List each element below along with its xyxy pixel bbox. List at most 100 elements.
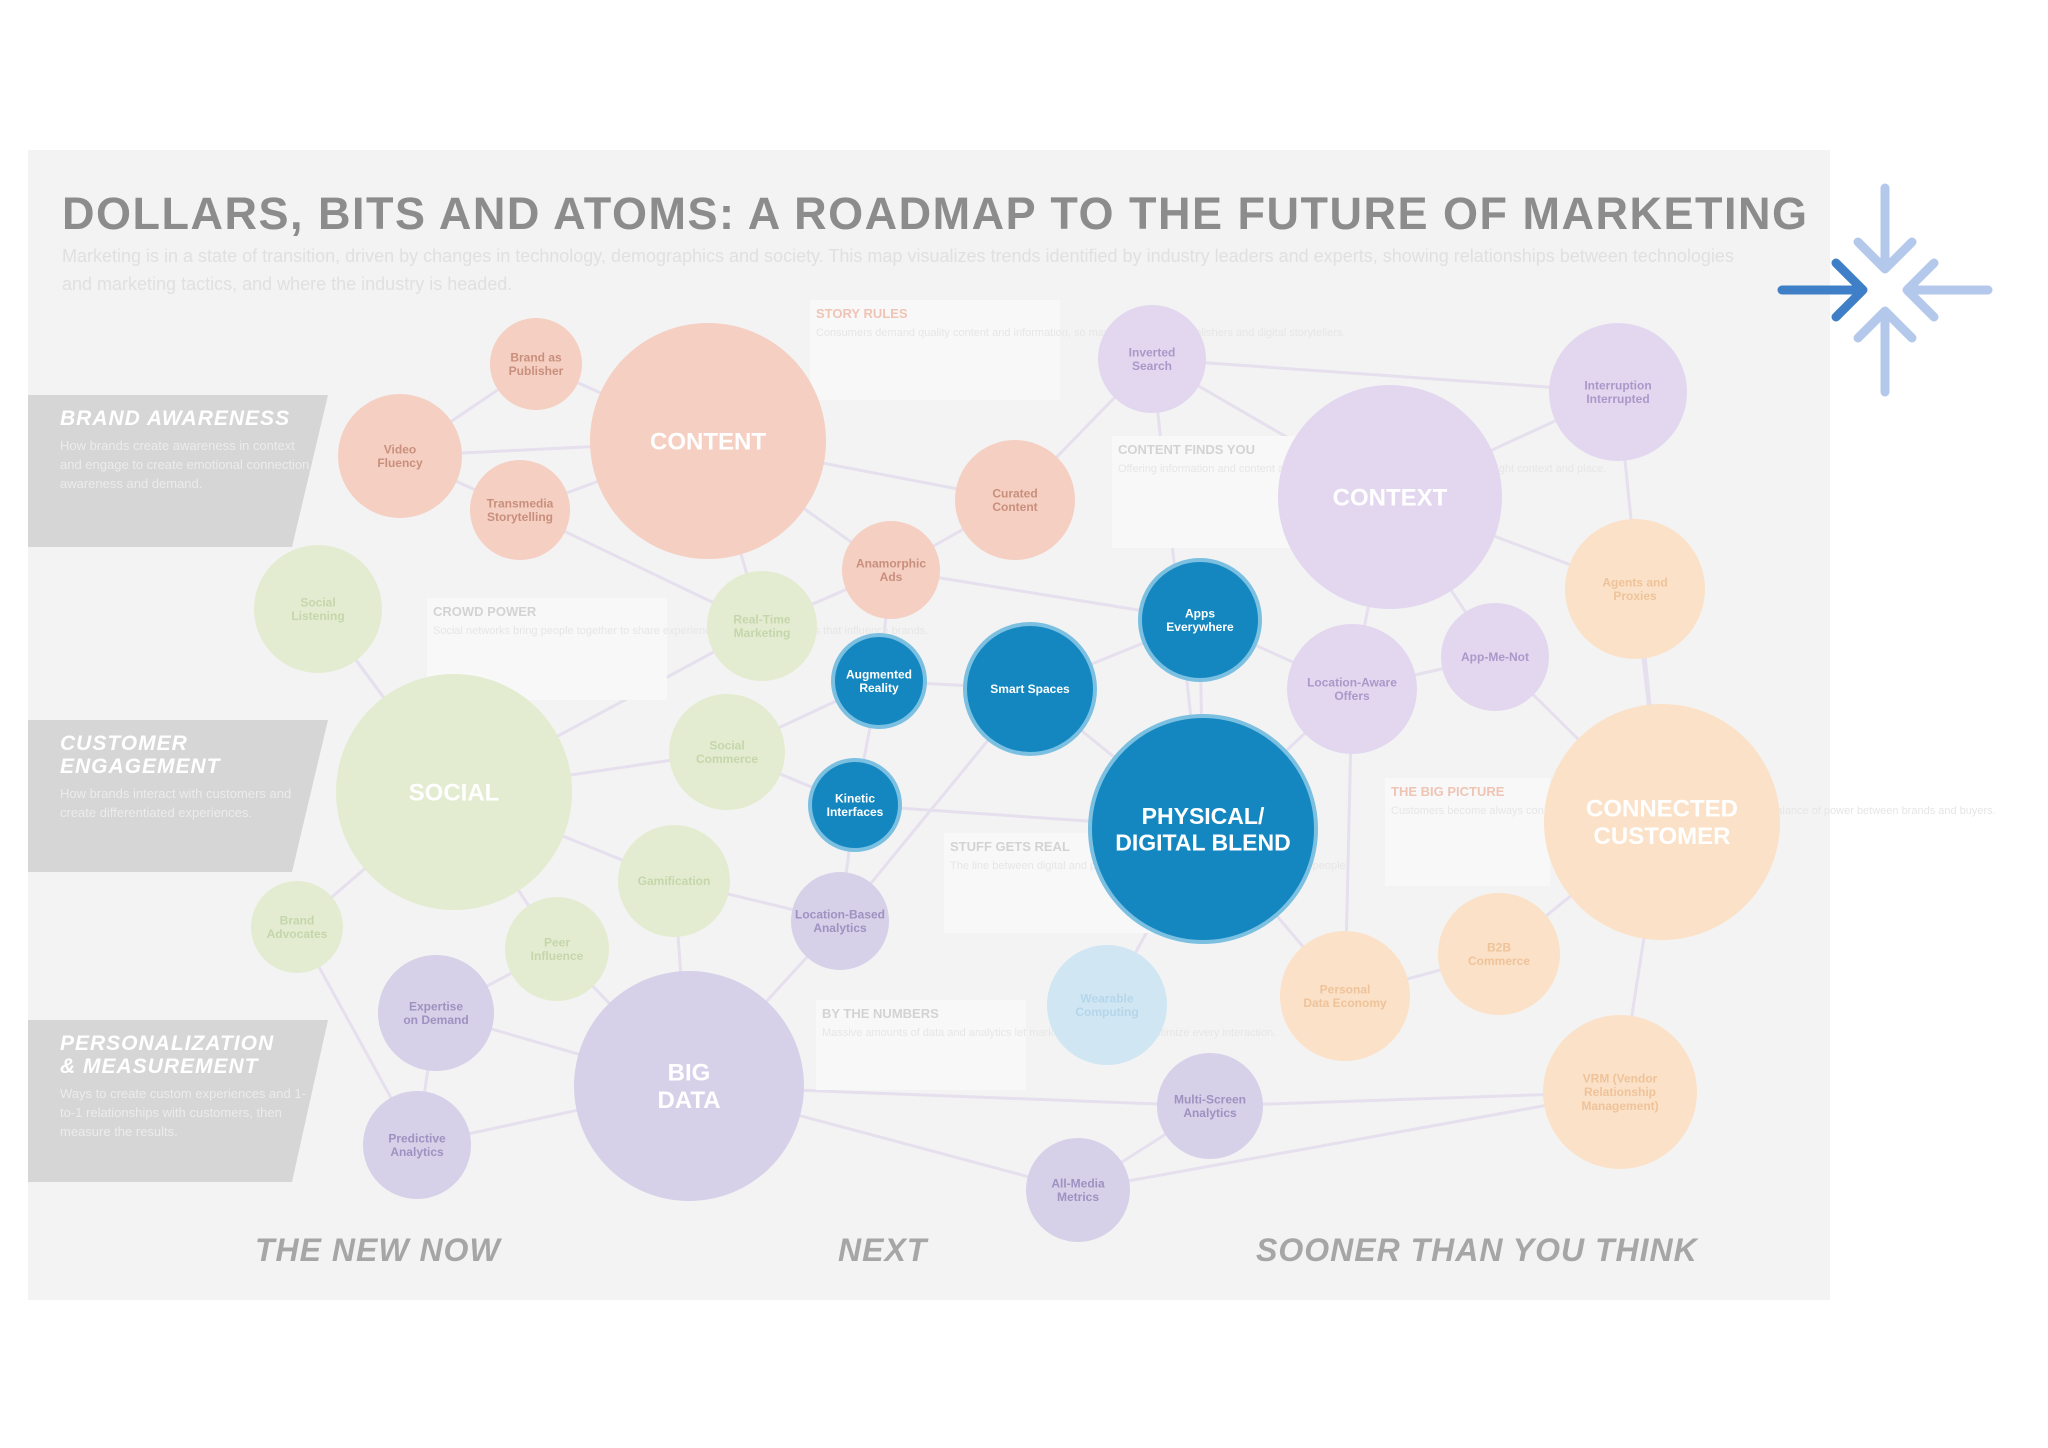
bubble-label: All-Media Metrics [1051, 1176, 1105, 1204]
band-description: How brands create awareness in context a… [60, 438, 313, 491]
callout: BY THE NUMBERS Massive amounts of data an… [816, 1000, 1276, 1090]
callout-title: STUFF GETS REAL [950, 839, 1070, 854]
bubble-circle [1280, 931, 1410, 1061]
bubble-physical: PHYSICAL/DIGITAL BLEND [1088, 714, 1318, 944]
bubble-circle [963, 622, 1097, 756]
callout-title: STORY RULES [816, 306, 908, 321]
bubble-context: CONTEXT [1278, 385, 1502, 609]
bubble-s6: Brand Advocates [251, 881, 343, 973]
bubble-c2: Personal Data Economy [1280, 931, 1410, 1061]
bubble-label: Curated Content [992, 486, 1037, 514]
bubble-circle [338, 394, 462, 518]
bubble-label: Peer Influence [531, 935, 584, 963]
bubble-circle [490, 318, 582, 410]
bubble-s5: Peer Influence [505, 897, 609, 1001]
bubble-smart: Smart Spaces [963, 622, 1097, 756]
bubble-label: Inverted Search [1129, 345, 1176, 373]
intro-text: Marketing is in a state of transition, d… [62, 246, 1734, 294]
arrow-down-icon [1853, 183, 1917, 274]
bubble-multiscreen: Multi-Screen Analytics [1157, 1053, 1263, 1159]
callout-title: CONTENT FINDS YOU [1118, 442, 1255, 457]
bubble-label: Video Fluency [377, 442, 423, 470]
connection-line [1077, 1090, 1621, 1192]
bubbles: CONTENT Brand as Publisher Video Fluency Tran… [251, 305, 1780, 1242]
bubble-label: Augmented Reality [846, 667, 912, 695]
bubble-circle [1047, 945, 1167, 1065]
bubble-circle [791, 872, 889, 970]
band-personalization-measurement: PERSONALIZATION & MEASUREMENT Ways to cr… [28, 1020, 328, 1182]
bubble-label: App-Me-Not [1461, 650, 1529, 664]
bubble-label: Expertise on Demand [403, 999, 468, 1027]
bubble-circle [1098, 305, 1206, 413]
bubble-label: Location-Based Analytics [795, 907, 885, 935]
bubble-apps: Apps Everywhere [1138, 558, 1262, 682]
callout: STORY RULES Consumers demand quality cont… [810, 300, 1346, 400]
callout-box [1385, 778, 1550, 886]
bubble-label: VRM (Vendor Relationship Management) [1581, 1071, 1658, 1113]
bubble-circle [1565, 519, 1705, 659]
bubble-allmedia: All-Media Metrics [1026, 1138, 1130, 1242]
callout: CROWD POWER Social networks bring people … [427, 598, 928, 700]
bubble-label: Wearable Computing [1075, 991, 1138, 1019]
callout-box [810, 300, 1060, 400]
bubble-circle [1026, 1138, 1130, 1242]
bubble-label: Anamorphic Ads [856, 556, 926, 584]
bubble-predictive: Predictive Analytics [363, 1091, 471, 1199]
bubble-s1: Social Listening [254, 545, 382, 673]
bubble-curated: Curated Content [955, 440, 1075, 560]
arrow-up-icon [1853, 306, 1917, 397]
bubble-inverted: Inverted Search [1098, 305, 1206, 413]
bubble-circle [363, 1091, 471, 1199]
bubble-expertise: Expertise on Demand [378, 955, 494, 1071]
bubble-c4: VRM (Vendor Relationship Management) [1543, 1015, 1697, 1169]
bubble-interruption: Interruption Interrupted [1549, 323, 1687, 461]
bubble-circle [590, 323, 826, 559]
bubble-label: Personal Data Economy [1303, 982, 1387, 1010]
bubble-label: Interruption Interrupted [1584, 378, 1651, 406]
callout-title: BY THE NUMBERS [822, 1006, 939, 1021]
bubble-location-aware: Location-Aware Offers [1287, 624, 1417, 754]
bubble-label: Location-Aware Offers [1307, 675, 1397, 703]
bubble-circle [505, 897, 609, 1001]
band-description: Ways to create custom experiences and 1-… [60, 1086, 306, 1139]
bubble-circle [254, 545, 382, 673]
connection-line [1151, 357, 1619, 394]
bubble-augmented: Augmented Reality [831, 633, 927, 729]
bubble-app-me-not: App-Me-Not [1441, 603, 1549, 711]
bubble-label: PHYSICAL/DIGITAL BLEND [1115, 803, 1290, 855]
bubble-circle [1138, 558, 1262, 682]
bubble-wearable: Wearable Computing [1047, 945, 1167, 1065]
bubble-label: CONTENT [650, 428, 766, 455]
bubble-circle [1278, 385, 1502, 609]
page-title: DOLLARS, BITS AND ATOMS: A ROADMAP TO TH… [62, 188, 1809, 239]
bubble-label: Social Commerce [696, 738, 758, 766]
bubble-circle [574, 971, 804, 1201]
bubble-circle [955, 440, 1075, 560]
bubble-customer: CONNECTED CUSTOMER [1544, 704, 1780, 940]
arrow-right-icon [1777, 258, 1868, 322]
bubble-transmedia: Transmedia Storytelling [470, 460, 570, 560]
bubble-circle [1441, 603, 1549, 711]
bubble-circle [1287, 624, 1417, 754]
bubble-circle [1544, 704, 1780, 940]
bubble-circle [1549, 323, 1687, 461]
callout-title: THE BIG PICTURE [1391, 784, 1505, 799]
callout-text: Massive amounts of data and analytics le… [822, 1027, 1276, 1039]
bubble-label: CONNECTED CUSTOMER [1586, 796, 1738, 851]
bubble-brand-pub: Brand as Publisher [490, 318, 582, 410]
arrows-converge-logo [1777, 183, 1993, 397]
callouts: STORY RULES Consumers demand quality cont… [427, 300, 1996, 1090]
bubble-s4: Gamification [618, 825, 730, 937]
band-title: BRAND AWARENESS [60, 407, 291, 430]
column-next: NEXT [838, 1232, 928, 1268]
band-description: How brands interact with customers and c… [60, 786, 292, 820]
callout-text: Social networks bring people together to… [433, 625, 928, 637]
bubble-bigdata: BIG DATA [574, 971, 804, 1201]
bubble-circle [842, 521, 940, 619]
bubble-circle [1157, 1053, 1263, 1159]
bubble-label: Multi-Screen Analytics [1174, 1092, 1246, 1120]
bubble-s3: Social Commerce [669, 694, 785, 810]
bubble-label: BIG DATA [657, 1060, 720, 1115]
callout-title: CROWD POWER [433, 604, 537, 619]
